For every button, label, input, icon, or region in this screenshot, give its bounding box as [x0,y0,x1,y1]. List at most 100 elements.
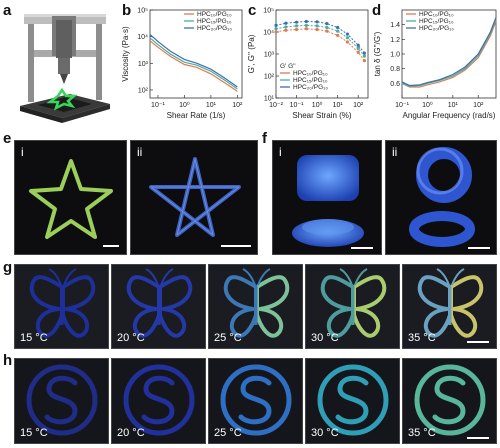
panel-label-h: h [3,352,13,369]
data-point [315,27,319,32]
blue-ring-print [409,147,475,247]
series-line [149,37,238,90]
data-point [356,46,360,50]
sublabel-f-i: i [279,145,282,159]
data-point [284,28,288,32]
panel-label-g: g [3,259,13,276]
legend-entry: HPC₁₅/PG₁₀ [293,77,328,84]
data-point [325,22,329,26]
x-tick-label: 10⁻¹ [395,102,409,109]
data-point [315,24,319,28]
viscosity-chart: 10⁻¹ 10⁰ 10¹ 10² 10² 10³ 10⁴ 10⁵ Shear Rate (1/s… [121,8,243,121]
legend-entry: HPC₁₅/PG₁₀ [197,18,232,25]
sublabel-f-ii: ii [392,145,398,159]
temperature-label: 20 °C [117,332,145,344]
series-line [275,24,365,57]
y-axis-label: Viscosity (Pa·s) [121,26,130,82]
x-tick-label: 10¹ [333,102,344,109]
s-logo-tile: 15 °C [14,358,109,444]
plot-frame [149,9,243,99]
blue-star-lattice [149,157,241,237]
modulus-chart: 10⁻² 10⁻¹ 10⁰ 10¹ 10² 10¹ 10² 10³ 10⁴ 10⁵ Shear St… [247,8,369,120]
legend-header: G' G'' [280,63,296,70]
panel-label-e: e [3,130,12,147]
series-line [149,40,238,92]
photo-f-i: i [272,140,382,255]
panel-label-a: a [3,2,12,19]
y-tick-label: 10¹ [264,96,275,103]
x-tick-label: 10² [232,102,243,109]
printer-illustration [20,14,110,123]
photo-e-i: i [14,140,127,255]
x-tick-label: 10⁻² [269,102,283,109]
data-point [362,51,366,55]
x-tick-label: 10⁰ [312,101,323,109]
s-logo-print [123,364,195,436]
data-point [294,27,299,32]
series-line [401,20,497,88]
data-point [284,21,288,25]
data-point [274,23,278,27]
temperature-label: 15 °C [20,332,48,344]
data-point [356,43,360,47]
x-tick-label: 10⁻¹ [151,102,165,109]
photo-e-ii: ii [130,140,258,255]
y-tick-label: 10⁵ [263,8,274,15]
scale-bar [467,341,489,343]
butterfly-print [126,268,193,338]
data-point [325,25,329,30]
data-point [356,50,360,54]
data-point [274,30,278,34]
x-axis-label: Shear Strain (%) [292,111,351,120]
panel-label-c: c [248,2,257,19]
panel-label-d: d [372,2,382,19]
legend-entry: HPC₂₀/PG₁₀ [419,25,454,32]
tan-delta-chart: 10⁻¹ 10⁰ 10¹ 10² 0.6 0.8 1.0 1.2 1.4 Angular Freq… [373,9,497,120]
x-tick-label: 10⁻¹ [290,102,304,109]
y-tick-label: 0.6 [390,81,400,88]
y-tick-label: 10⁵ [137,8,148,15]
data-point [345,40,350,44]
sublabel-e-i: i [21,145,24,159]
x-tick-label: 10² [353,102,364,109]
y-tick-label: 1.2 [390,37,400,44]
x-tick-label: 10¹ [448,102,459,109]
panel-label-b: b [122,2,132,19]
s-logo-print [220,364,292,436]
y-axis-label: G', G'' (Pa) [247,34,256,73]
x-tick-label: 10² [473,102,484,109]
data-point [345,36,350,40]
scale-bar [103,245,119,247]
butterfly-tile: 30 °C [305,264,400,349]
butterfly-tile: 15 °C [14,264,109,349]
data-point [294,24,299,28]
temperature-label: 30 °C [311,427,339,439]
butterfly-tile: 20 °C [111,264,206,349]
series-line [401,18,497,87]
s-logo-tile: 25 °C [208,358,303,444]
data-point [362,54,366,58]
data-point [304,19,308,24]
y-tick-label: 10⁴ [137,34,148,41]
y-tick-label: 10⁴ [263,30,274,37]
s-logo-print [26,364,98,436]
y-tick-label: 10² [138,87,149,94]
y-tick-label: 1.0 [390,52,400,59]
series-line [275,28,365,61]
data-point [294,20,299,24]
series-line [401,17,497,87]
legend-entry: HPC₁₅/PG₁₀ [419,18,454,25]
data-point [325,29,329,33]
data-point [284,25,288,29]
temperature-label: 35 °C [408,427,436,439]
s-logo-print [414,364,486,436]
data-point [336,33,340,38]
data-point [315,20,319,24]
s-logo-tile: 35 °C [402,358,497,444]
y-tick-label: 10² [264,74,275,81]
photo-f-ii: ii [385,140,497,255]
green-star-print [29,159,113,239]
data-point [304,23,308,27]
y-tick-label: 0.8 [390,66,400,73]
butterfly-print [320,268,387,338]
